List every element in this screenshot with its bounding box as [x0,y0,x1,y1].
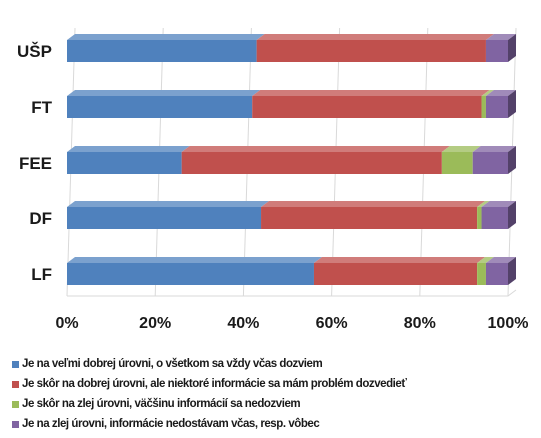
bar-segment [67,263,314,285]
category-label: LF [31,265,52,284]
bar-top [441,146,481,152]
x-tick-label: 80% [404,315,436,332]
bar-segment [313,263,478,285]
chart-plot: UŠP FT FEE DF LF 0% 20% 40% 60% 80% 100% [17,27,529,332]
bar-side [508,201,516,229]
legend-swatch-2 [12,400,19,408]
bar-segment [252,96,482,118]
bar-top [472,146,516,152]
category-label: FT [31,98,52,117]
bar-top [181,146,450,152]
bar-top [313,257,486,263]
bar-top [481,201,516,207]
bar-segment [67,40,257,62]
legend-item-2: Je skôr na zlej úrovni, väčšinu informác… [12,394,540,414]
x-tick-label: 100% [488,315,529,332]
bar-top [67,257,322,263]
bar-segment [67,152,182,174]
bar-top [477,257,494,263]
bar-segment [181,152,442,174]
bar-segment [441,152,473,174]
bar-top [67,34,265,40]
legend-label-1: Je skôr na dobrej úrovni, ale niektoré i… [22,378,407,390]
bar-side [508,146,516,174]
bar-segment [485,263,508,285]
bar-top [485,90,516,96]
bar-top [261,201,486,207]
legend-swatch-0 [12,360,19,368]
bar-segment [261,207,478,229]
legend-item-3: Je na zlej úrovni, informácie nedostávam… [12,414,540,434]
bar-segment [481,96,486,118]
x-tick-label: 0% [55,315,78,332]
bar-segment [67,207,262,229]
bar-segment [481,207,508,229]
x-tick-label: 60% [316,315,348,332]
bar-segment [67,96,253,118]
bar-segment [477,207,482,229]
legend-swatch-1 [12,380,19,388]
bar-top [477,201,490,207]
bar-side [508,90,516,118]
legend: Je na veľmi dobrej úrovni, o všetkom sa … [12,354,540,434]
bar-top [67,201,270,207]
bar-top [256,34,494,40]
legend-label-0: Je na veľmi dobrej úrovni, o všetkom sa … [22,358,323,370]
legend-item-0: Je na veľmi dobrej úrovni, o všetkom sa … [12,354,540,374]
legend-label-3: Je na zlej úrovni, informácie nedostávam… [22,418,320,430]
bar-top [481,90,494,96]
bar-top [67,90,261,96]
bar-top [252,90,490,96]
legend-label-2: Je skôr na zlej úrovni, väčšinu informác… [22,398,301,410]
axis-floor [67,289,517,297]
bar-top [485,34,516,40]
bar-side [508,257,516,285]
category-label: UŠP [17,42,52,61]
x-tick-label: 20% [139,315,171,332]
legend-item-1: Je skôr na dobrej úrovni, ale niektoré i… [12,374,540,394]
bar-top [67,146,190,152]
x-tick-label: 40% [227,315,259,332]
bar-segment [472,152,508,174]
bar-segment [256,40,486,62]
legend-swatch-3 [12,420,19,428]
category-label: DF [29,209,52,228]
bar-top [485,257,516,263]
bar-side [508,34,516,62]
category-label: FEE [19,154,52,173]
bar-segment [477,263,486,285]
bar-segment [485,96,508,118]
bar-segment [485,40,508,62]
